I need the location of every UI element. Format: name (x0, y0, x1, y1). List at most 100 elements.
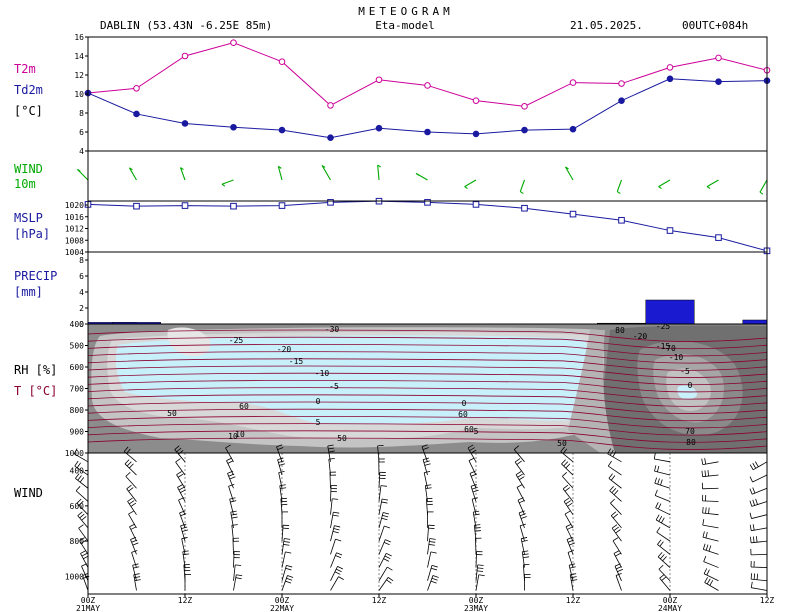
wind-profile-barb (378, 553, 387, 568)
wind-profile-feather (278, 460, 285, 463)
wind-profile-barb (612, 540, 622, 555)
wind-profile-feather (336, 568, 342, 573)
wind-profile-feather (377, 444, 384, 447)
wind-profile-feather (231, 513, 238, 516)
wind-profile-feather (183, 553, 190, 556)
wind-profile-barb (180, 525, 186, 542)
wind-profile-feather (182, 529, 189, 532)
wind-profile-feather (76, 498, 82, 504)
wind-profile-barb (561, 463, 574, 476)
wind-profile-feather (422, 457, 429, 461)
wind-profile-feather (752, 487, 756, 494)
wind-profile-feather (381, 501, 388, 504)
precip-label: PRECIP (14, 269, 57, 283)
isotherm-line (88, 416, 767, 429)
wind-profile-feather (230, 510, 237, 513)
temp-tick-label: 16 (74, 33, 84, 42)
isotherm-label: -5 (680, 367, 690, 376)
wind-profile-feather (523, 556, 530, 559)
wind-profile-barb (702, 487, 719, 490)
chart-frame (87, 36, 768, 595)
wind-profile-barb (73, 453, 89, 463)
wind-profile-feather (79, 537, 85, 542)
wind-profile-feather (133, 573, 140, 576)
temp-tick-label: 4 (79, 147, 84, 156)
wind-profile-feather (517, 473, 523, 478)
wind-profile-feather (610, 498, 615, 504)
wind-profile-feather (180, 489, 186, 493)
wind-profile-feather (287, 575, 294, 578)
t2m-point (521, 103, 528, 110)
wind-profile-feather (702, 507, 704, 514)
model-label: Eta-model (375, 19, 435, 32)
wind-profile-feather (560, 446, 565, 452)
wind-profile-feather (383, 542, 390, 546)
wind-profile-feather (563, 497, 570, 502)
precip-tick-label: 4 (79, 288, 84, 297)
wind-profile-feather (422, 447, 429, 450)
wind-profile-barb (378, 498, 383, 515)
wind-profile-feather (474, 524, 481, 526)
wind-profile-barb (225, 447, 234, 463)
wind-profile-feather (661, 576, 667, 581)
wind-profile-feather (335, 538, 342, 542)
isotherm-line (88, 380, 767, 393)
wind-profile-barb (513, 449, 525, 463)
mslp-label: MSLP (14, 211, 43, 225)
wind-profile-feather (615, 552, 621, 557)
wind-profile-feather (656, 526, 661, 533)
wind-profile-feather (569, 566, 576, 569)
wind-profile-feather (338, 576, 344, 580)
wind-profile-feather (130, 502, 137, 507)
wind-profile-feather (477, 564, 484, 566)
wind-profile-barb (128, 513, 137, 529)
wind-profile-barb (378, 539, 386, 555)
isotherm-line (88, 329, 767, 342)
wind10-barb-feather (464, 186, 468, 190)
wind-profile-feather (569, 542, 575, 546)
td2m-point (472, 130, 480, 138)
wind-profile-barb (427, 565, 433, 581)
wind-profile-barb (78, 527, 89, 542)
wind-profile-feather (754, 461, 759, 468)
time-tick-label: 12Z (566, 596, 581, 605)
wind-profile-feather (386, 579, 392, 584)
wind-profile-barb (654, 482, 671, 489)
wind10-barb (464, 179, 477, 188)
wind-profile-feather (74, 460, 79, 467)
wind-profile-feather (278, 470, 285, 473)
wind-profile-feather (286, 565, 293, 568)
wind-profile-barb (615, 575, 622, 591)
rh-contour-label: 80 (615, 326, 625, 335)
rh-tick-label: 600 (70, 363, 85, 372)
wind-profile-barb (750, 566, 768, 568)
wind-profile-feather (660, 479, 663, 486)
rh-contour-label: 60 (458, 410, 468, 419)
wind-profile-feather (134, 576, 141, 579)
wind-profile-feather (231, 516, 238, 519)
wind-profile-barb (82, 575, 89, 591)
mslp-point (472, 201, 480, 208)
wind10-label: WIND (14, 162, 43, 176)
wind10-barb-feather (616, 191, 621, 195)
wind-profile-feather (607, 460, 612, 467)
wind-profile-barb (702, 512, 719, 516)
wind-profile-feather (81, 552, 88, 557)
wind-profile-barb (564, 513, 574, 529)
wind-profile-feather (567, 550, 574, 553)
wind-profile-feather (563, 461, 569, 467)
wind-profile-barb (177, 487, 186, 502)
wind-profile-feather (132, 563, 139, 566)
wind-profile-barb (613, 553, 622, 568)
wind-profile-feather (335, 555, 342, 559)
wind-profile-feather (522, 553, 529, 556)
wind-profile-feather (570, 573, 577, 576)
wind-profile-feather (73, 448, 78, 455)
isotherm-label: 0 (688, 381, 693, 390)
wind-profile-feather (704, 577, 708, 583)
wind-profile-feather (430, 580, 437, 584)
wind-profile-feather (384, 555, 391, 560)
wind-profile-feather (753, 536, 755, 543)
wind-profile-barb (378, 525, 385, 542)
wind-profile-feather (333, 528, 340, 531)
